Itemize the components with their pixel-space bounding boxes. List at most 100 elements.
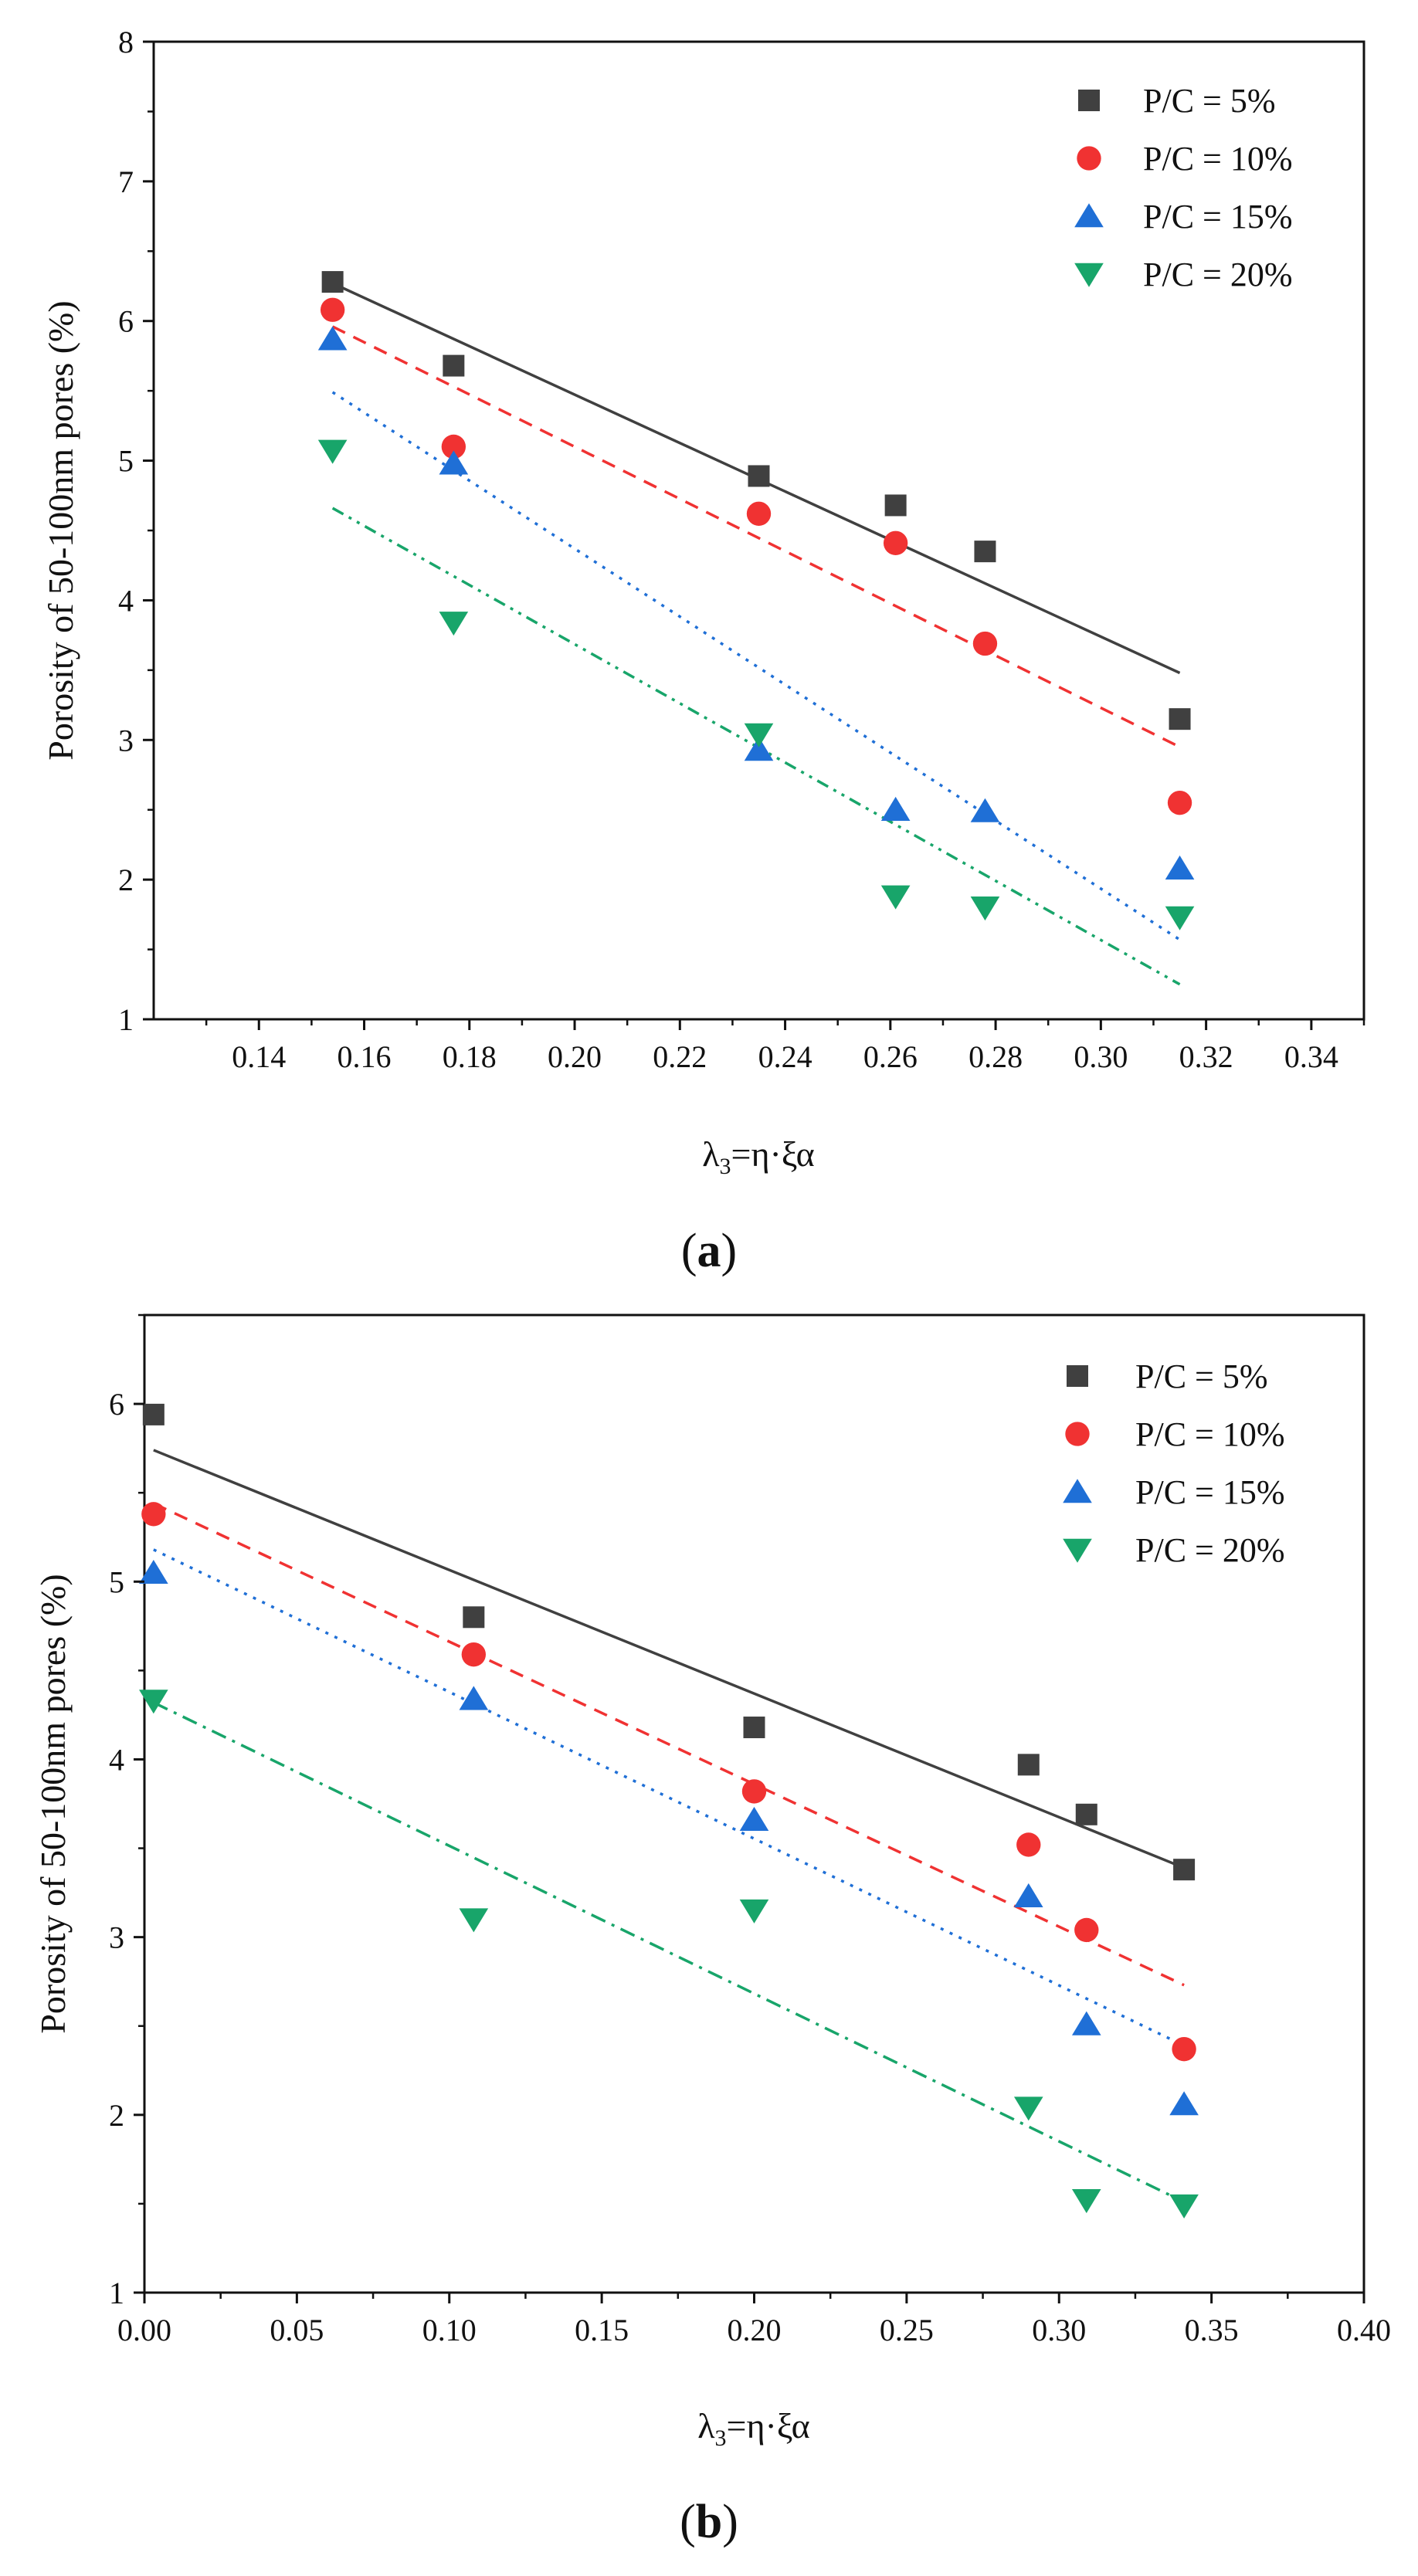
panel-label-b: (b)	[680, 2496, 738, 2548]
fit-line	[331, 325, 1181, 748]
legend-marker	[1063, 1479, 1092, 1503]
y-tick-label: 5	[109, 1564, 124, 1599]
legend-label: P/C = 10%	[1143, 140, 1293, 178]
x-axis-ticks-b: 0.00 0.05 0.10 0.15 0.20 0.25 0.30 0.35 0.40	[117, 2293, 1391, 2347]
fit-line	[331, 391, 1181, 941]
data-point	[439, 450, 469, 475]
y-tick-label: 3	[118, 723, 134, 758]
x-tick-label: 0.26	[863, 1039, 918, 1074]
y-tick-label: 1	[118, 1002, 134, 1037]
legend-marker	[1078, 90, 1100, 111]
legend-a: P/C = 5% P/C = 10% P/C = 15% P/C = 20%	[1074, 82, 1293, 293]
data-point	[743, 1717, 765, 1739]
data-point	[1075, 1803, 1097, 1825]
data-point	[141, 1502, 166, 1527]
x-tick-label: 0.34	[1284, 1039, 1338, 1074]
y-tick-label: 8	[118, 25, 134, 59]
x-tick-label: 0.32	[1179, 1039, 1233, 1074]
data-point	[972, 631, 998, 656]
chart-panel-b: 0.00 0.05 0.10 0.15 0.20 0.25 0.30 0.35 0.40 1 2 3…	[33, 1313, 1391, 2548]
legend-label: P/C = 5%	[1135, 1357, 1268, 1395]
x-tick-label: 0.35	[1185, 2313, 1239, 2347]
data-point	[1071, 2189, 1101, 2214]
data-point	[746, 501, 772, 526]
data-point	[461, 1642, 487, 1667]
fit-line	[153, 1449, 1185, 1869]
y-tick-label: 6	[118, 304, 134, 339]
data-point	[443, 354, 465, 377]
fit-line	[153, 1701, 1185, 2204]
x-axis-ticks-a: 0.14 0.16 0.18 0.20 0.22 0.24 0.26 0.28 0.30 0.32…	[205, 1019, 1365, 1074]
data-point	[970, 798, 1000, 822]
plot-frame-b	[143, 1313, 1365, 2294]
legend-label: P/C = 20%	[1135, 1531, 1285, 1569]
data-point	[1074, 1917, 1099, 1943]
data-point	[884, 494, 907, 517]
data-point	[317, 439, 348, 464]
y-axis-ticks-b: 1 2 3 4 5 6	[109, 1313, 144, 2310]
data-points-b	[139, 1403, 1199, 2219]
x-tick-label: 0.20	[548, 1039, 602, 1074]
data-point	[970, 897, 1000, 921]
data-point	[463, 1606, 485, 1629]
x-tick-label: 0.20	[728, 2313, 782, 2347]
data-point	[1013, 1883, 1043, 1907]
legend-marker	[1074, 203, 1104, 228]
legend-marker	[1063, 1538, 1092, 1563]
data-point	[974, 541, 996, 563]
fit-line	[153, 1502, 1185, 1987]
data-point	[320, 297, 345, 322]
x-tick-label: 0.15	[575, 2313, 629, 2347]
legend-label: P/C = 5%	[1143, 82, 1276, 120]
x-tick-label: 0.40	[1337, 2313, 1391, 2347]
data-point	[883, 530, 908, 555]
x-tick-label: 0.24	[758, 1039, 812, 1074]
legend-b: P/C = 5% P/C = 10% P/C = 15% P/C = 20%	[1063, 1357, 1285, 1569]
data-point	[459, 1908, 489, 1933]
y-axis-title-a: Porosity of 50-100nm pores (%)	[41, 300, 80, 760]
data-point	[139, 1559, 168, 1585]
legend-marker	[1074, 263, 1104, 287]
y-tick-label: 4	[118, 583, 134, 618]
legend-marker	[1077, 146, 1101, 171]
data-point	[739, 1806, 769, 1831]
legend-marker	[1065, 1422, 1090, 1446]
y-axis-title-b: Porosity of 50-100nm pores (%)	[33, 1574, 73, 2033]
x-tick-label: 0.22	[653, 1039, 707, 1074]
data-point	[744, 723, 774, 747]
data-point	[1169, 2194, 1199, 2219]
legend-label: P/C = 15%	[1143, 198, 1293, 236]
data-point	[142, 1403, 165, 1425]
data-point	[748, 465, 770, 487]
y-axis-ticks-a: 1 2 3 4 5 6 7 8	[118, 25, 154, 1037]
fit-lines-b	[153, 1449, 1185, 2204]
data-point	[317, 326, 348, 351]
data-point	[459, 1686, 489, 1710]
data-point	[439, 612, 469, 636]
x-tick-label: 0.05	[270, 2313, 324, 2347]
data-points-a	[317, 271, 1195, 930]
panel-label-a: (a)	[681, 1225, 737, 1277]
x-axis-title-a: λ3=η·ξα	[702, 1134, 815, 1179]
data-point	[1169, 2091, 1199, 2116]
y-tick-label: 6	[109, 1387, 124, 1422]
x-tick-label: 0.00	[117, 2313, 171, 2347]
data-point	[1173, 1859, 1196, 1881]
y-tick-label: 5	[118, 444, 134, 479]
data-point	[1071, 2011, 1101, 2035]
data-point	[1013, 2096, 1043, 2121]
y-tick-label: 7	[118, 164, 134, 199]
x-tick-label: 0.30	[1032, 2313, 1086, 2347]
x-tick-label: 0.10	[422, 2313, 477, 2347]
x-tick-label: 0.30	[1074, 1039, 1128, 1074]
data-point	[1016, 1832, 1041, 1857]
x-tick-label: 0.25	[880, 2313, 934, 2347]
legend-label: P/C = 20%	[1143, 256, 1293, 293]
legend-label: P/C = 15%	[1135, 1473, 1285, 1511]
data-point	[1017, 1754, 1040, 1776]
plot-frame-a	[152, 40, 1365, 1021]
data-point	[741, 1779, 767, 1804]
y-tick-label: 2	[118, 863, 134, 897]
data-point	[1167, 790, 1192, 815]
